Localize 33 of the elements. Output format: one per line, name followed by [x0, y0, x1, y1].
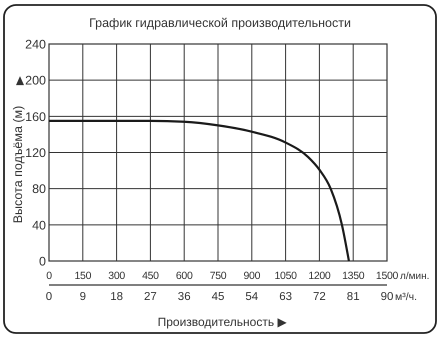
y-axis-title: Высота подъёма (м): [11, 106, 25, 224]
x-tick-label: 750: [210, 270, 227, 282]
x-tick-label: 150: [74, 270, 92, 282]
line-series: [48, 120, 350, 262]
x2-tick-label: 45: [212, 291, 224, 303]
x-tick-label: 1200: [308, 270, 331, 282]
x2-tick-label: 90: [380, 291, 394, 303]
x2-tick-label: 9: [80, 291, 86, 303]
y-tick-label: 160: [25, 110, 46, 124]
x2-tick-label: 81: [346, 291, 360, 303]
x2-tick-label: 54: [245, 291, 259, 303]
text: м³/ч.: [395, 291, 418, 303]
y-tick-label: 240: [25, 38, 46, 52]
chart-title: График гидравлической производительности: [89, 16, 351, 30]
x-tick-label: 1500: [376, 270, 399, 282]
x-tick-label: 450: [142, 270, 160, 282]
x2-tick-label: 27: [144, 291, 157, 303]
x-tick-label: 1350: [342, 270, 365, 282]
text: л/мин.: [400, 271, 430, 282]
x2-tick-label: 36: [178, 291, 191, 303]
y-tick-label: 200: [25, 74, 46, 88]
x2-tick-label: 18: [110, 291, 123, 303]
y-tick-label: 40: [32, 218, 46, 232]
y-tick-label: 80: [32, 182, 46, 196]
y-tick-label: 120: [25, 146, 46, 160]
x-tick-label: 300: [108, 270, 126, 282]
y-tick-label: 0: [39, 254, 46, 268]
x-tick-label: 600: [176, 270, 193, 282]
x-axis-title: Производительность ▶: [158, 315, 288, 329]
x2-tick-label: 72: [313, 291, 326, 303]
x-tick-label: 1050: [274, 270, 298, 282]
x-tick-label: 900: [243, 270, 261, 282]
x2-tick-label: 63: [279, 291, 292, 303]
